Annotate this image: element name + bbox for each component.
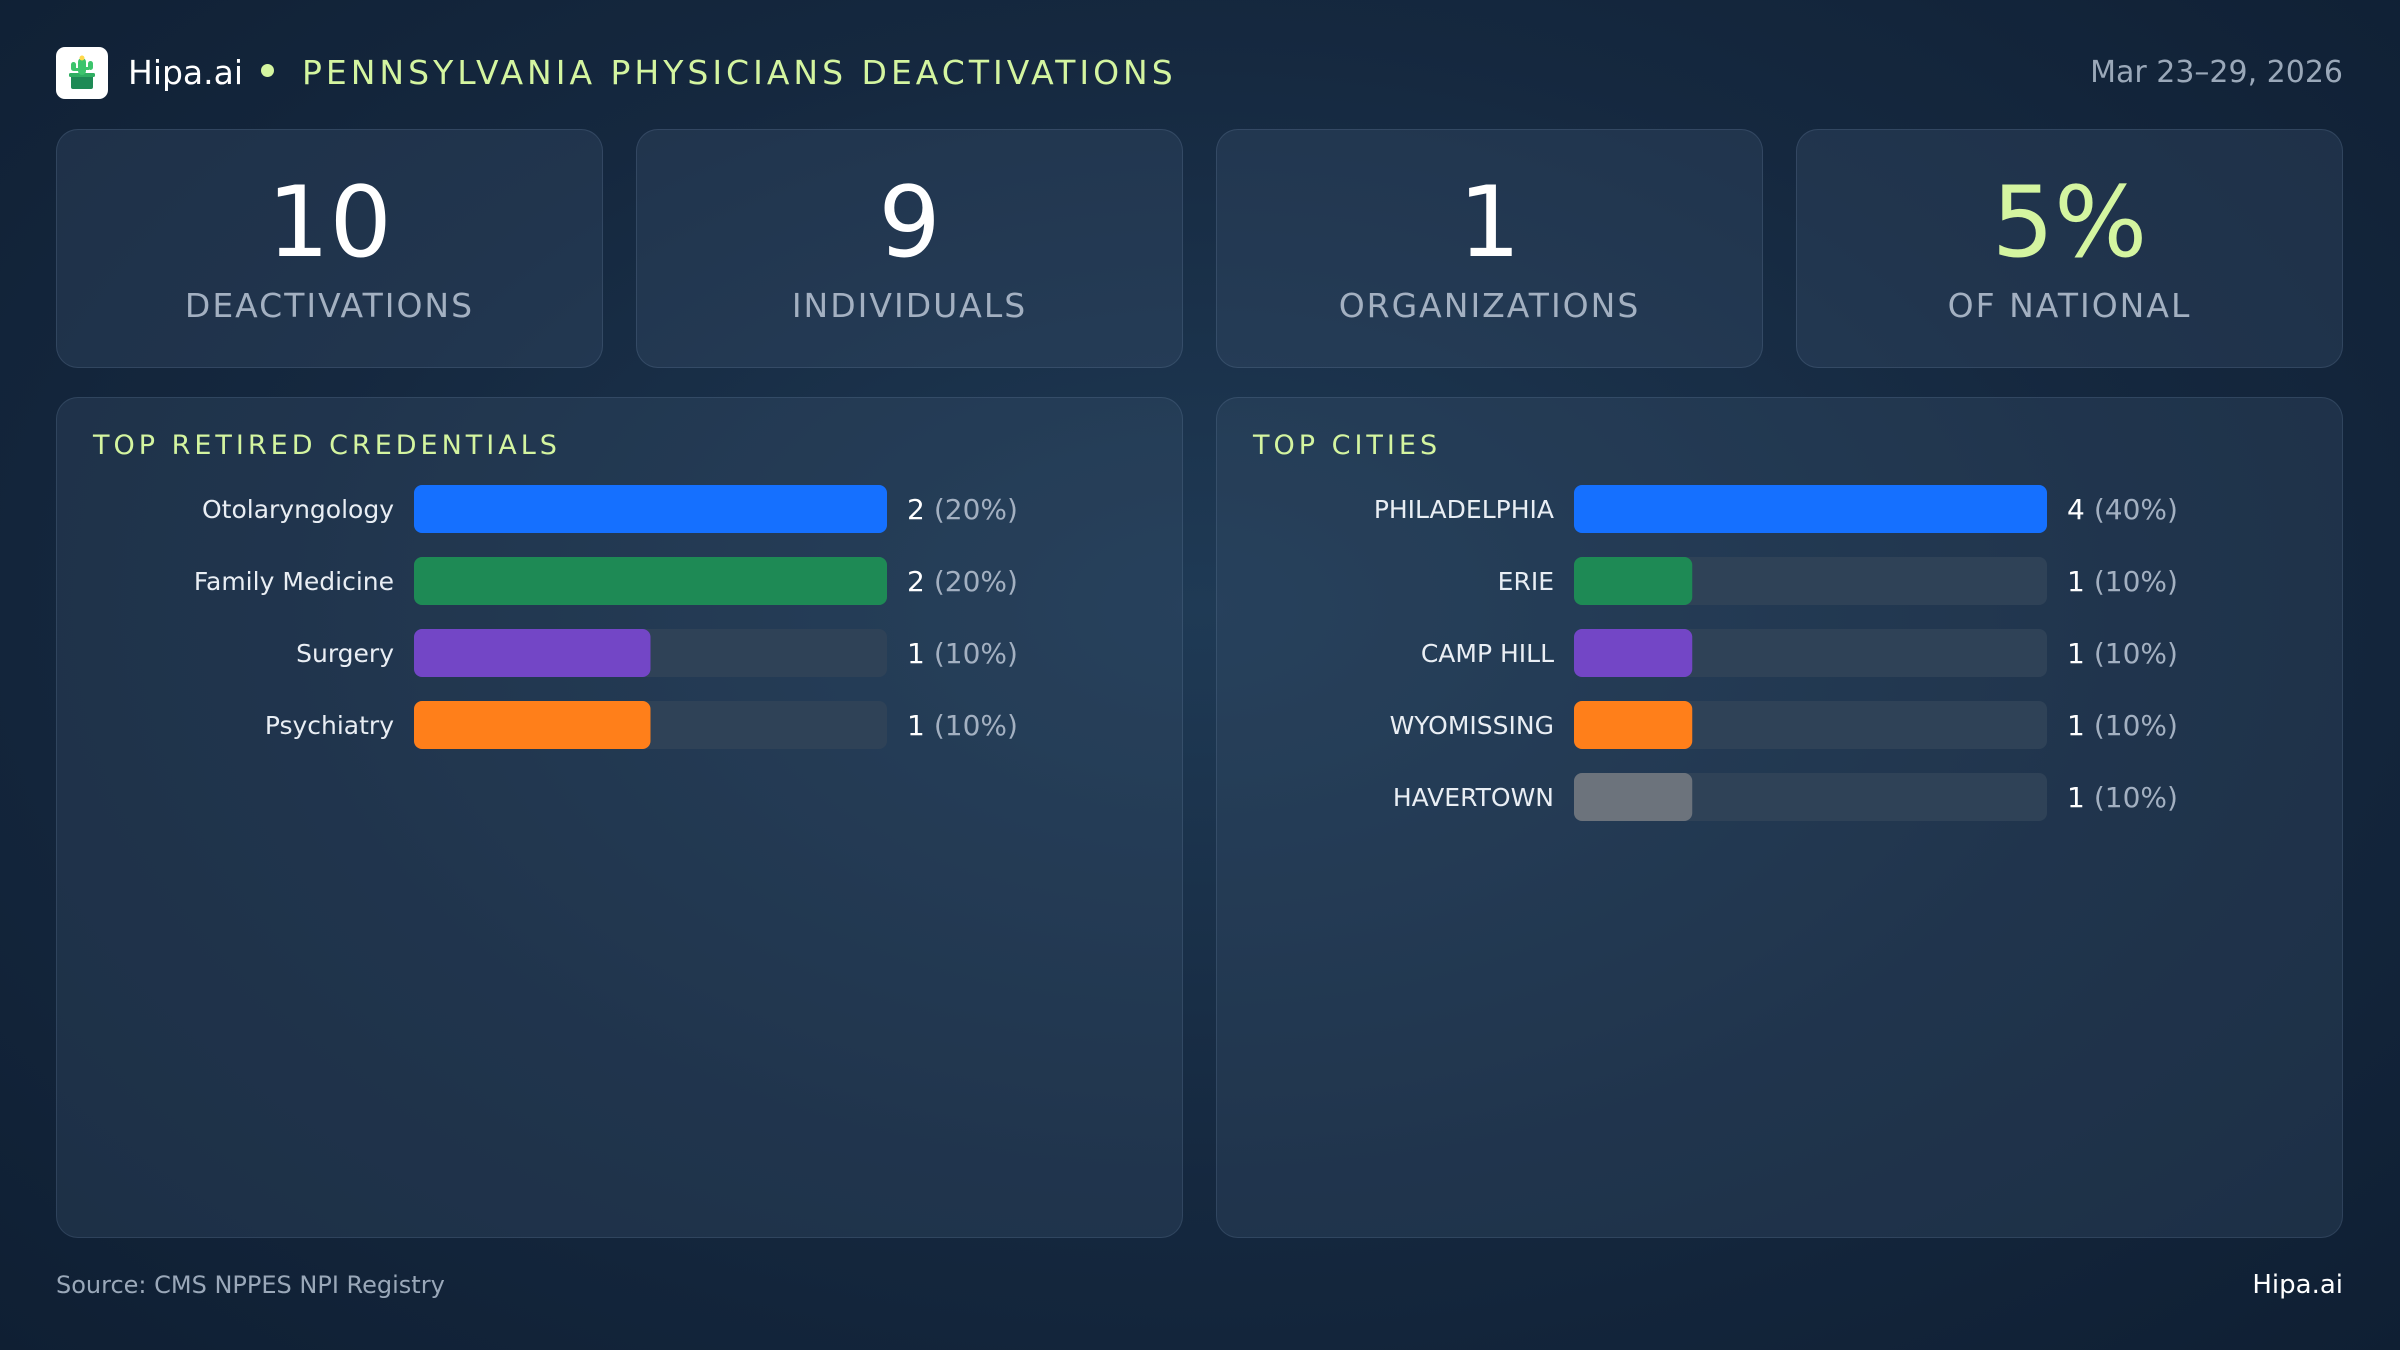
bar [1574,629,1693,677]
cities-panel-title: TOP CITIES [1253,430,1442,461]
bar-percent: (10%) [934,637,1018,670]
bar [1574,557,1693,605]
credentials-panel-title: TOP RETIRED CREDENTIALS [93,430,561,461]
bar-value: 1 [907,637,925,670]
bar-percent: (10%) [2094,781,2178,814]
bar-value-label: 1 (10%) [2067,709,2178,742]
bar-value-label: 4 (40%) [2067,493,2178,526]
bar-value-label: 1 (10%) [907,709,1018,742]
report-title: PENNSYLVANIA PHYSICIANS DEACTIVATIONS [302,53,1177,92]
bar-value-label: 1 (10%) [907,637,1018,670]
bar [414,557,887,605]
brand-name: Hipa.ai [128,53,244,92]
bar-value: 4 [2067,493,2085,526]
bar-value-label: 2 (20%) [907,565,1018,598]
credentials-bar-chart: Otolaryngology 2 (20%) Family Medicine 2 (20%… [194,485,1018,749]
brand-logo [56,47,108,99]
stat-card-national-share: 5% OF NATIONAL [1796,129,2343,368]
stat-value: 5% [1991,166,2148,280]
bar [1574,701,1693,749]
stat-card-deactivations: 10 DEACTIVATIONS [56,129,603,368]
stat-label: OF NATIONAL [1947,286,2192,325]
category-label: HAVERTOWN [1393,783,1554,812]
data-source: Source: CMS NPPES NPI Registry [56,1271,445,1299]
bar-value: 1 [907,709,925,742]
bar-percent: (10%) [934,709,1018,742]
bar-value: 2 [907,493,925,526]
stat-label: ORGANIZATIONS [1338,286,1641,325]
bar-value: 1 [2067,709,2085,742]
bar-percent: (10%) [2094,637,2178,670]
category-label: WYOMISSING [1390,711,1554,740]
bar-value: 1 [2067,781,2085,814]
category-label: PHILADELPHIA [1374,495,1554,524]
stat-label: DEACTIVATIONS [184,286,475,325]
credentials-panel: TOP RETIRED CREDENTIALS Otolaryngology 2 (… [56,397,1183,1238]
bar-value-label: 1 (10%) [2067,637,2178,670]
category-label: Psychiatry [265,711,394,740]
bar-value: 2 [907,565,925,598]
bar-percent: (40%) [2094,493,2178,526]
category-label: Surgery [296,639,394,668]
bar-percent: (20%) [934,565,1018,598]
stat-card-individuals: 9 INDIVIDUALS [636,129,1183,368]
bar-percent: (20%) [934,493,1018,526]
stat-value: 10 [267,166,392,280]
category-label: ERIE [1498,567,1554,596]
bar-percent: (10%) [2094,565,2178,598]
bar-value: 1 [2067,637,2085,670]
cactus-logo-icon [69,55,95,89]
bar [1574,485,2047,533]
title-separator-dot [261,64,274,77]
category-label: CAMP HILL [1421,639,1554,668]
bar [414,485,887,533]
stat-value: 1 [1458,166,1521,280]
category-label: Otolaryngology [202,495,394,524]
bar-value-label: 1 (10%) [2067,565,2178,598]
bar [1574,773,1693,821]
cities-panel: TOP CITIES PHILADELPHIA 4 (40%) ERIE 1 (10%) C… [1216,397,2343,1238]
stat-label: INDIVIDUALS [791,286,1028,325]
date-range: Mar 23–29, 2026 [2090,55,2343,90]
footer-brand: Hipa.ai [2252,1270,2343,1300]
bar [414,629,651,677]
bar-value: 1 [2067,565,2085,598]
category-label: Family Medicine [194,567,394,596]
stat-value: 9 [878,166,941,280]
bar [414,701,651,749]
stat-card-organizations: 1 ORGANIZATIONS [1216,129,1763,368]
bar-value-label: 2 (20%) [907,493,1018,526]
cities-bar-chart: PHILADELPHIA 4 (40%) ERIE 1 (10%) CAMP HILL 1 (1… [1374,485,2178,821]
bar-value-label: 1 (10%) [2067,781,2178,814]
bar-percent: (10%) [2094,709,2178,742]
